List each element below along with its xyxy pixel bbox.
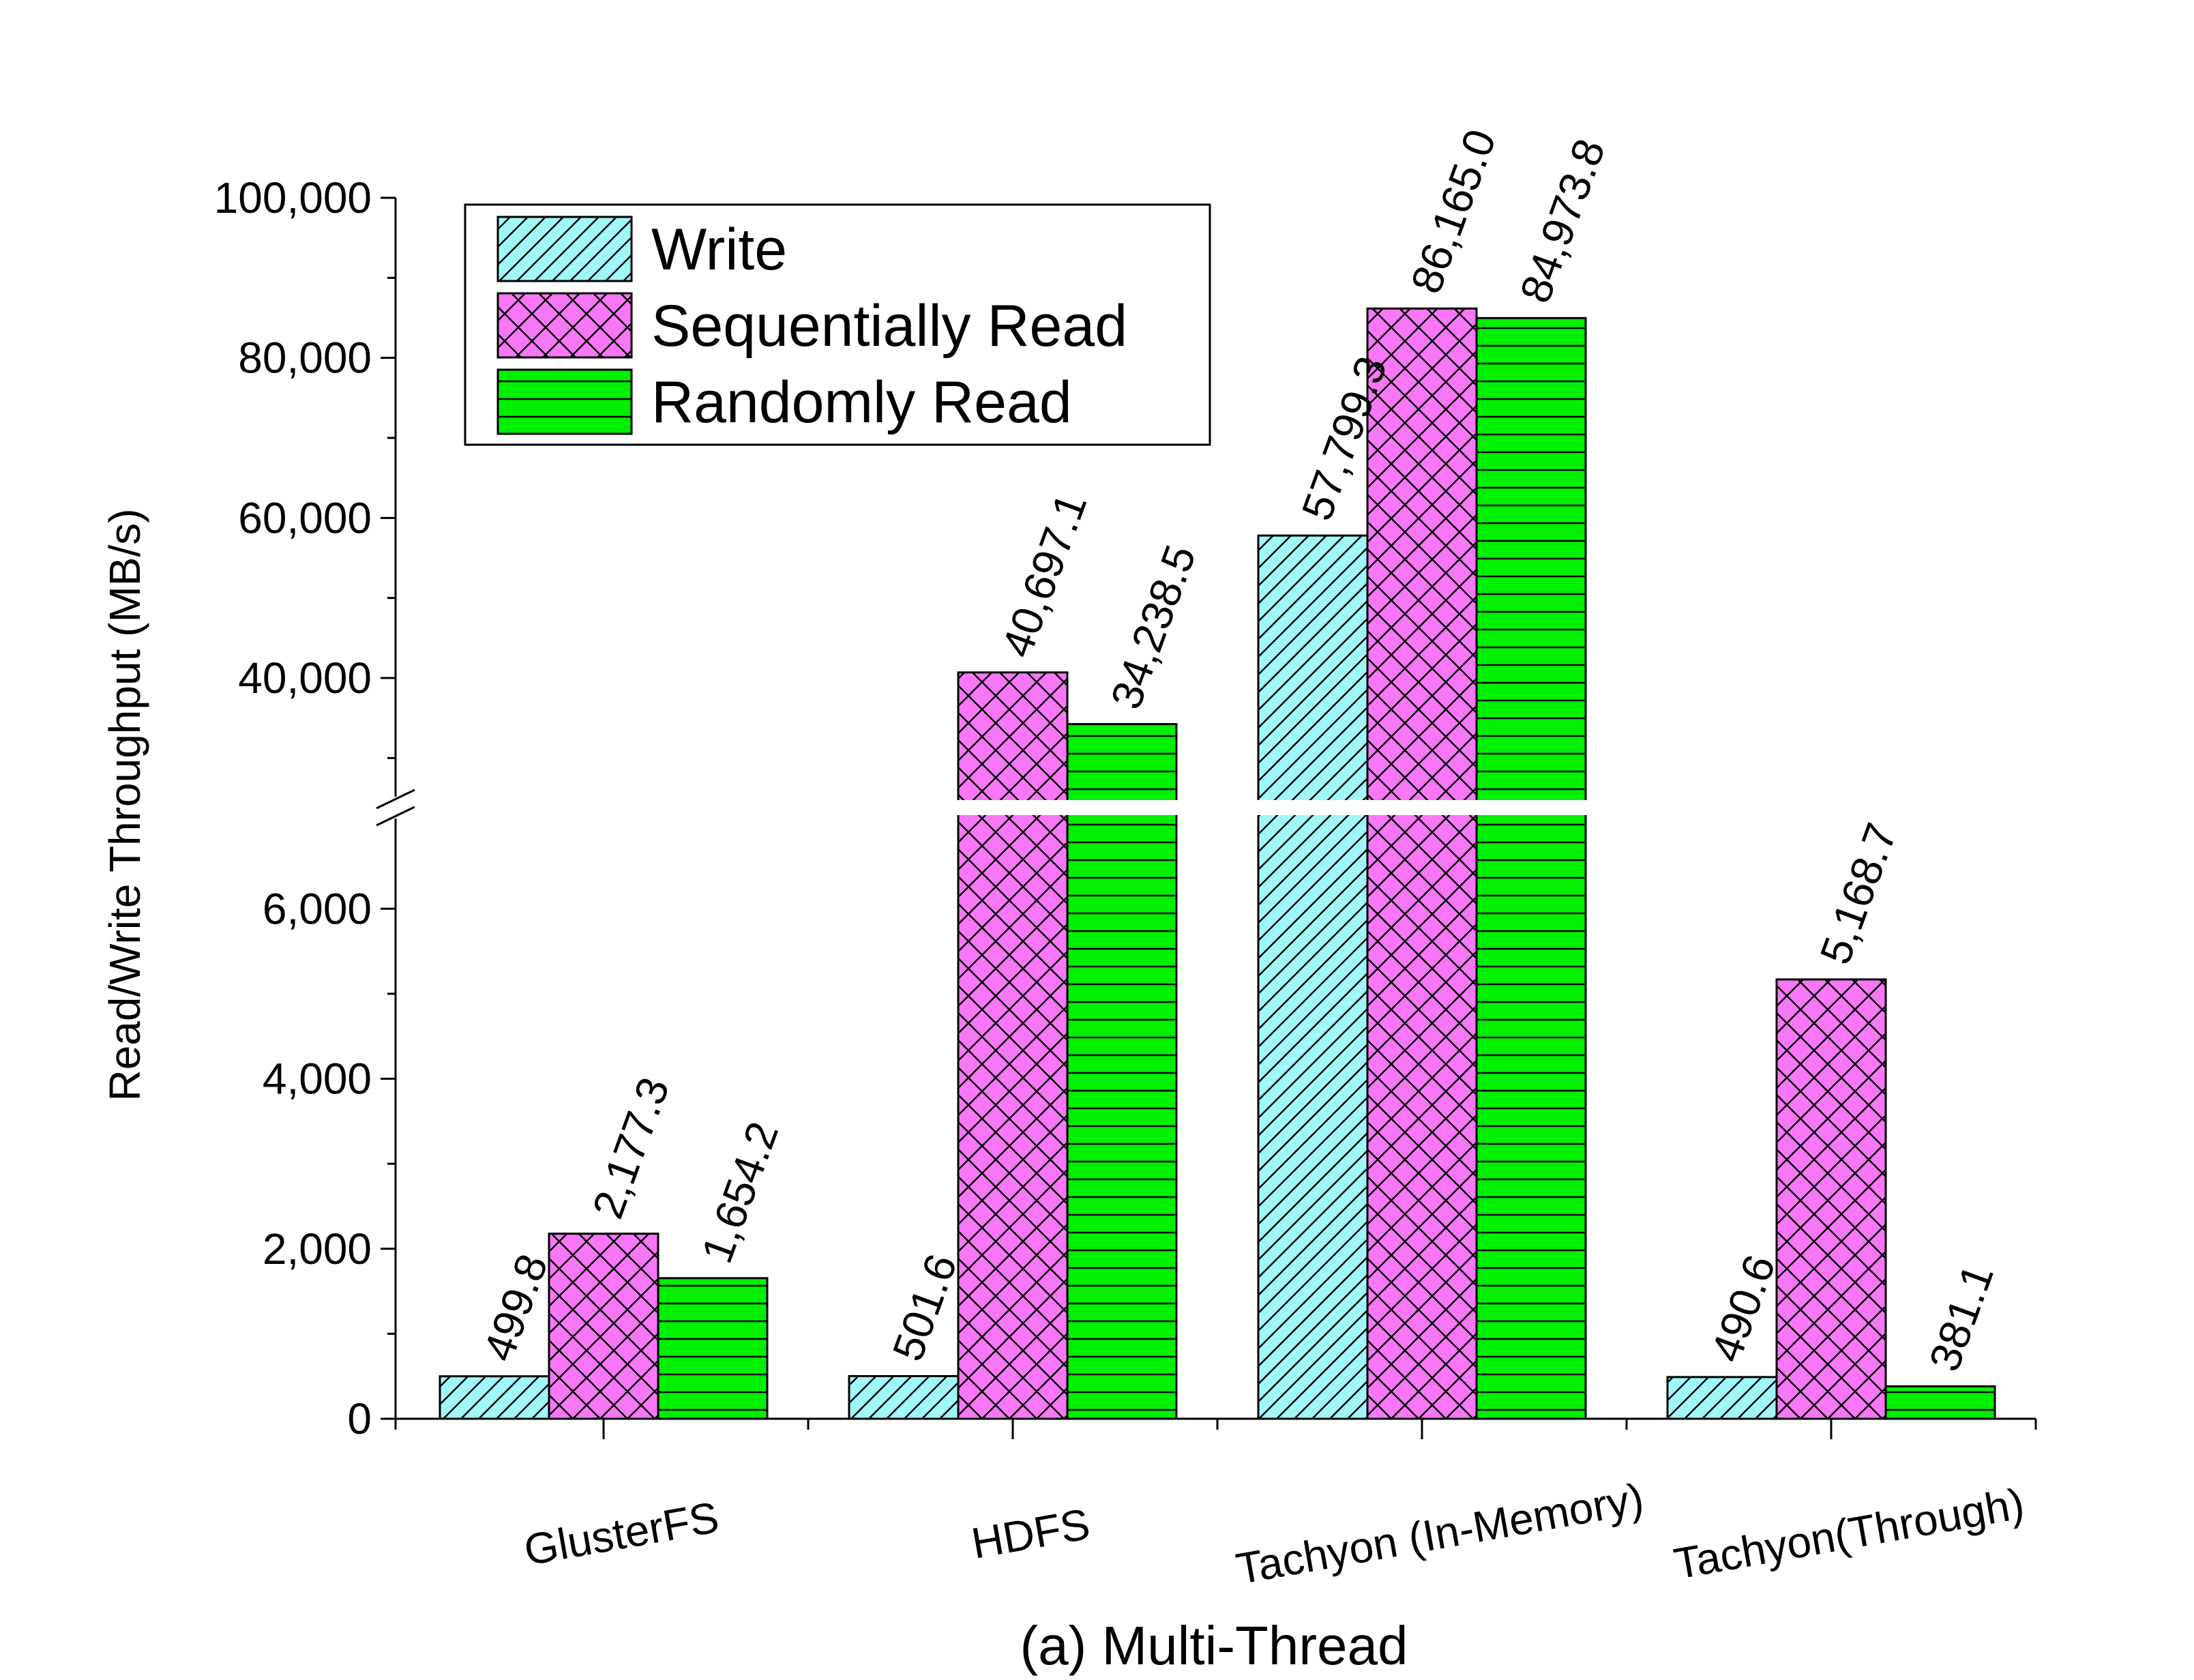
chart-caption: (a) Multi-Thread <box>1020 1615 1408 1676</box>
y-tick-label: 80,000 <box>238 334 372 383</box>
y-tick-label: 2,000 <box>263 1224 372 1273</box>
y-axis-title-text: Read/Write Throughput (MB/s) <box>100 508 149 1101</box>
legend: Write Sequentially Read Randomly Read <box>464 203 1211 446</box>
bar-randomly-read-2 <box>1475 316 1587 1420</box>
data-label: 34,238.5 <box>1101 539 1205 716</box>
x-ticks-group: GlusterFS HDFS Tachyon (In-Memory) Tachyon(… <box>394 1419 2037 1593</box>
bar-randomly-read-0 <box>657 1277 769 1420</box>
y-tick-label: 100,000 <box>214 173 372 222</box>
data-label: 1,654.2 <box>692 1115 788 1269</box>
legend-swatch-sequentially-read <box>496 292 633 359</box>
y-tick-label: 40,000 <box>238 653 372 703</box>
bar-randomly-read-3 <box>1884 1385 1996 1420</box>
data-label: 84,973.8 <box>1510 132 1614 309</box>
data-label: 499.8 <box>473 1248 557 1367</box>
data-label: 490.6 <box>1701 1249 1784 1368</box>
bar-write-3 <box>1666 1376 1778 1420</box>
axis-break-mark <box>376 789 415 810</box>
legend-label: Randomly Read <box>651 370 1072 435</box>
data-label: 86,165.0 <box>1401 123 1505 299</box>
axis-break-mark <box>376 806 415 827</box>
bar-sequentially-read-2 <box>1366 307 1478 1420</box>
y-axis-lines <box>376 198 2036 1420</box>
legend-label: Sequentially Read <box>651 293 1127 359</box>
data-label: 5,168.7 <box>1810 816 1906 970</box>
x-category-label: Tachyon (In-Memory) <box>1232 1473 1647 1593</box>
x-category-label: HDFS <box>968 1499 1093 1568</box>
data-label: 2,177.3 <box>582 1071 679 1224</box>
bars-group <box>439 307 1996 1420</box>
break-band <box>397 800 2037 815</box>
y-tick-label: 60,000 <box>238 493 372 542</box>
y-tick-label: 4,000 <box>263 1055 372 1104</box>
data-label: 501.6 <box>883 1248 966 1367</box>
bar-sequentially-read-0 <box>548 1233 659 1420</box>
axis-break-gap <box>397 800 2037 815</box>
y-axis-title: Read/Write Throughput (MB/s) <box>100 508 149 1101</box>
data-label: 40,697.1 <box>992 487 1096 664</box>
legend-swatch-write <box>496 216 633 282</box>
x-category-label: Tachyon(Through) <box>1670 1479 2028 1589</box>
bar-randomly-read-1 <box>1066 723 1178 1420</box>
legend-label: Write <box>651 217 787 282</box>
legend-swatch-randomly-read <box>496 368 633 435</box>
bar-sequentially-read-3 <box>1775 978 1887 1420</box>
bar-sequentially-read-1 <box>957 671 1069 1420</box>
y-tick-label: 6,000 <box>263 884 372 933</box>
y-ticks-group: 0 2,000 4,000 6,000 40,000 60,000 80,000 100,00… <box>214 173 396 1443</box>
x-category-label: GlusterFS <box>520 1492 722 1575</box>
bar-write-2 <box>1257 534 1369 1420</box>
data-label: 381.1 <box>1919 1258 2002 1377</box>
bar-write-0 <box>439 1375 550 1420</box>
bar-write-1 <box>848 1374 960 1420</box>
y-tick-label: 0 <box>347 1394 372 1443</box>
